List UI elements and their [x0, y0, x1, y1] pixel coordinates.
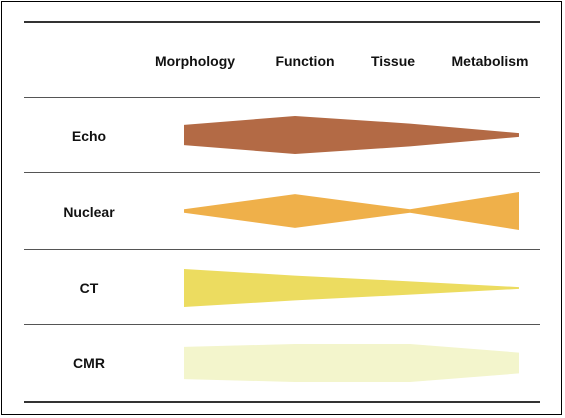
band-echo	[184, 116, 519, 154]
band-cmr	[184, 344, 519, 382]
row-label-echo: Echo	[71, 128, 107, 144]
row-label-cmr: CMR	[73, 355, 105, 371]
column-header-metabolism: Metabolism	[451, 53, 529, 69]
row-divider	[24, 324, 540, 325]
row-divider	[24, 172, 540, 173]
band-nuclear	[184, 192, 519, 230]
column-header-tissue: Tissue	[370, 53, 416, 69]
top-rule	[24, 21, 540, 23]
row-label-nuclear: Nuclear	[63, 204, 115, 220]
column-header-morphology: Morphology	[154, 53, 236, 69]
row-label-ct: CT	[79, 280, 99, 296]
row-divider	[24, 249, 540, 250]
column-header-function: Function	[275, 53, 335, 69]
bottom-rule	[24, 401, 540, 403]
header-rule	[24, 97, 540, 98]
band-ct	[184, 269, 519, 307]
